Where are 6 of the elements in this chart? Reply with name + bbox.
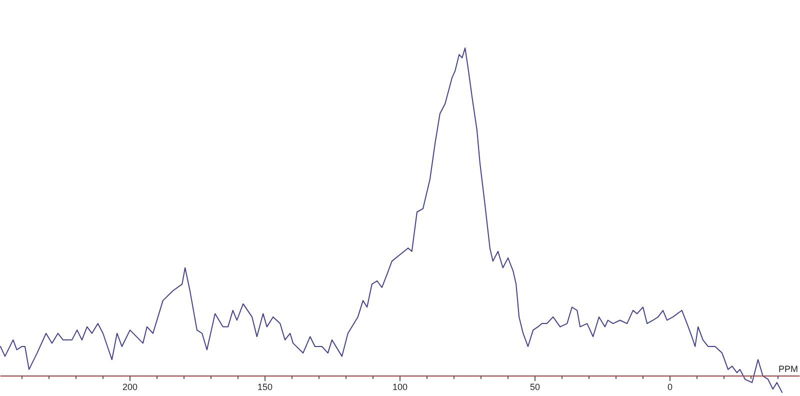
x-axis-title: PPM [778, 364, 798, 374]
x-tick-label: 0 [667, 382, 673, 392]
x-tick-label: 100 [392, 382, 408, 392]
x-tick-label: 200 [122, 382, 138, 392]
x-tick-label: 50 [530, 382, 540, 392]
x-tick-label: 150 [257, 382, 273, 392]
